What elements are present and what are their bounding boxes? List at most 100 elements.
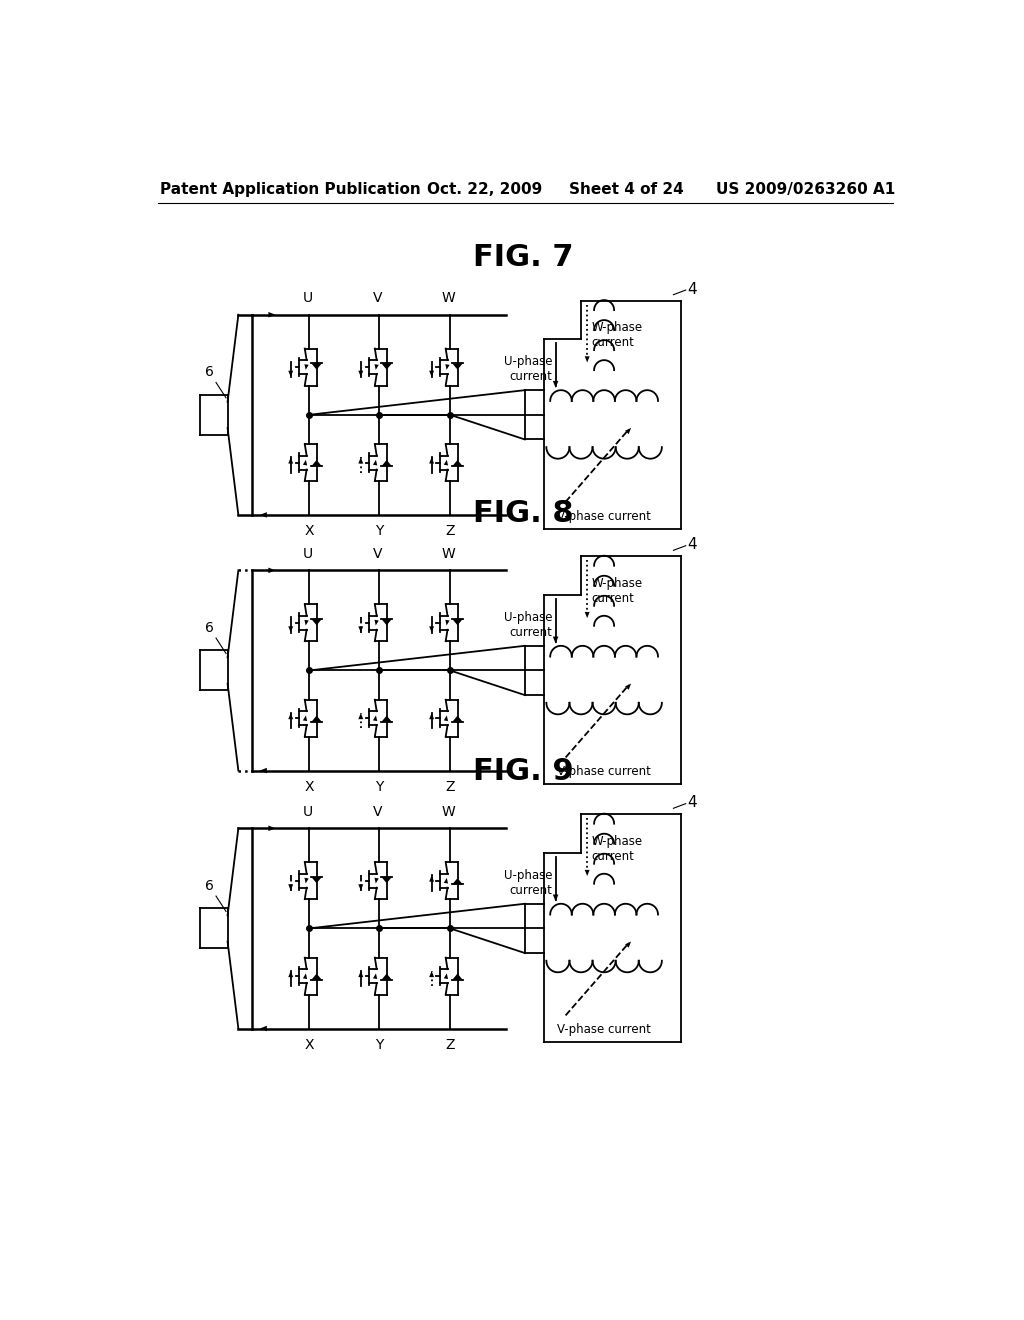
Polygon shape bbox=[445, 620, 450, 626]
Polygon shape bbox=[585, 870, 590, 876]
Text: X: X bbox=[304, 1038, 314, 1052]
Polygon shape bbox=[375, 620, 379, 626]
Text: 6: 6 bbox=[206, 366, 214, 379]
Text: V-phase current: V-phase current bbox=[557, 510, 651, 523]
Polygon shape bbox=[303, 715, 307, 721]
Text: Z: Z bbox=[445, 1038, 455, 1052]
Text: U: U bbox=[303, 292, 312, 305]
Text: 4: 4 bbox=[687, 537, 697, 553]
Polygon shape bbox=[358, 371, 364, 378]
Text: Z: Z bbox=[445, 524, 455, 539]
Polygon shape bbox=[585, 612, 590, 618]
Text: W-phase
current: W-phase current bbox=[592, 836, 643, 863]
Polygon shape bbox=[373, 973, 377, 979]
Polygon shape bbox=[289, 627, 293, 632]
Text: V: V bbox=[373, 292, 383, 305]
Polygon shape bbox=[625, 941, 631, 948]
Polygon shape bbox=[304, 620, 308, 626]
Polygon shape bbox=[311, 876, 322, 883]
Polygon shape bbox=[268, 312, 275, 318]
Polygon shape bbox=[375, 364, 379, 370]
Polygon shape bbox=[373, 459, 377, 466]
Text: 4: 4 bbox=[687, 281, 697, 297]
Polygon shape bbox=[268, 568, 275, 573]
Polygon shape bbox=[373, 715, 377, 721]
Text: U: U bbox=[303, 805, 312, 818]
Polygon shape bbox=[553, 381, 558, 388]
Polygon shape bbox=[303, 459, 307, 466]
Polygon shape bbox=[625, 428, 631, 434]
Text: W: W bbox=[441, 292, 456, 305]
Polygon shape bbox=[429, 371, 434, 378]
Polygon shape bbox=[311, 459, 322, 466]
Polygon shape bbox=[268, 825, 275, 832]
Text: Sheet 4 of 24: Sheet 4 of 24 bbox=[569, 182, 684, 197]
Polygon shape bbox=[260, 512, 267, 517]
Polygon shape bbox=[453, 363, 463, 370]
Polygon shape bbox=[311, 974, 322, 979]
Text: V: V bbox=[373, 546, 383, 561]
Polygon shape bbox=[358, 713, 364, 719]
Polygon shape bbox=[289, 884, 293, 891]
Text: FIG. 8: FIG. 8 bbox=[473, 499, 573, 528]
Polygon shape bbox=[453, 715, 463, 722]
Polygon shape bbox=[382, 876, 392, 883]
Text: US 2009/0263260 A1: US 2009/0263260 A1 bbox=[716, 182, 895, 197]
Polygon shape bbox=[358, 972, 364, 977]
Text: Y: Y bbox=[375, 1038, 383, 1052]
Text: U: U bbox=[303, 546, 312, 561]
Polygon shape bbox=[382, 363, 392, 370]
Polygon shape bbox=[304, 364, 308, 370]
Text: V-phase current: V-phase current bbox=[557, 766, 651, 779]
Polygon shape bbox=[429, 457, 434, 463]
Text: 6: 6 bbox=[206, 879, 214, 892]
Polygon shape bbox=[311, 619, 322, 626]
Polygon shape bbox=[443, 878, 449, 883]
Polygon shape bbox=[304, 878, 308, 883]
Text: Patent Application Publication: Patent Application Publication bbox=[160, 182, 421, 197]
Polygon shape bbox=[260, 1026, 267, 1031]
Polygon shape bbox=[358, 884, 364, 891]
Polygon shape bbox=[553, 895, 558, 902]
Text: U-phase
current: U-phase current bbox=[504, 611, 553, 639]
Polygon shape bbox=[443, 459, 449, 466]
Text: 4: 4 bbox=[687, 796, 697, 810]
Text: 6: 6 bbox=[206, 620, 214, 635]
Text: X: X bbox=[304, 524, 314, 539]
Polygon shape bbox=[453, 459, 463, 466]
Polygon shape bbox=[453, 974, 463, 979]
Text: U-phase
current: U-phase current bbox=[504, 869, 553, 898]
Polygon shape bbox=[553, 636, 558, 644]
Text: Oct. 22, 2009: Oct. 22, 2009 bbox=[427, 182, 543, 197]
Text: Y: Y bbox=[375, 780, 383, 793]
Polygon shape bbox=[382, 619, 392, 626]
Text: Y: Y bbox=[375, 524, 383, 539]
Polygon shape bbox=[303, 973, 307, 979]
Polygon shape bbox=[289, 371, 293, 378]
Polygon shape bbox=[429, 875, 434, 882]
Polygon shape bbox=[375, 878, 379, 883]
Polygon shape bbox=[289, 972, 293, 977]
Polygon shape bbox=[311, 715, 322, 722]
Polygon shape bbox=[289, 713, 293, 719]
Polygon shape bbox=[453, 619, 463, 626]
Text: V: V bbox=[373, 805, 383, 818]
Polygon shape bbox=[382, 974, 392, 979]
Polygon shape bbox=[382, 715, 392, 722]
Polygon shape bbox=[585, 356, 590, 363]
Text: W-phase
current: W-phase current bbox=[592, 322, 643, 350]
Polygon shape bbox=[453, 878, 463, 884]
Text: Z: Z bbox=[445, 780, 455, 793]
Text: V-phase current: V-phase current bbox=[557, 1023, 651, 1036]
Text: W-phase
current: W-phase current bbox=[592, 577, 643, 605]
Text: W: W bbox=[441, 546, 456, 561]
Polygon shape bbox=[260, 768, 267, 774]
Polygon shape bbox=[429, 972, 434, 977]
Text: FIG. 7: FIG. 7 bbox=[473, 243, 573, 272]
Text: X: X bbox=[304, 780, 314, 793]
Polygon shape bbox=[445, 364, 450, 370]
Polygon shape bbox=[443, 973, 449, 979]
Polygon shape bbox=[358, 627, 364, 632]
Text: W: W bbox=[441, 805, 456, 818]
Polygon shape bbox=[625, 684, 631, 690]
